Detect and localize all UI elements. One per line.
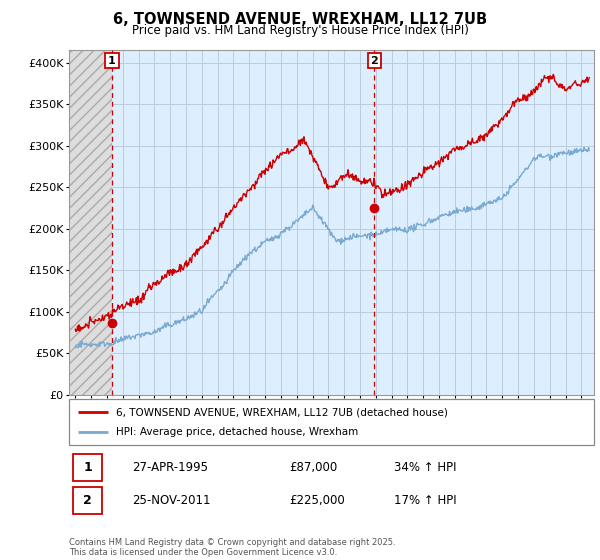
Text: 27-APR-1995: 27-APR-1995 [132,461,208,474]
Text: 25-NOV-2011: 25-NOV-2011 [132,494,211,507]
Text: 6, TOWNSEND AVENUE, WREXHAM, LL12 7UB: 6, TOWNSEND AVENUE, WREXHAM, LL12 7UB [113,12,487,27]
Text: £225,000: £225,000 [290,494,345,507]
Text: 2: 2 [370,55,378,66]
Text: 2: 2 [83,494,92,507]
FancyBboxPatch shape [73,487,102,514]
Text: 1: 1 [83,461,92,474]
Text: Contains HM Land Registry data © Crown copyright and database right 2025.
This d: Contains HM Land Registry data © Crown c… [69,538,395,557]
Text: 34% ↑ HPI: 34% ↑ HPI [395,461,457,474]
Text: Price paid vs. HM Land Registry's House Price Index (HPI): Price paid vs. HM Land Registry's House … [131,24,469,37]
FancyBboxPatch shape [73,454,102,481]
Bar [69,50,112,395]
Text: 6, TOWNSEND AVENUE, WREXHAM, LL12 7UB (detached house): 6, TOWNSEND AVENUE, WREXHAM, LL12 7UB (d… [116,407,448,417]
Text: HPI: Average price, detached house, Wrexham: HPI: Average price, detached house, Wrex… [116,427,359,437]
Text: 17% ↑ HPI: 17% ↑ HPI [395,494,457,507]
FancyBboxPatch shape [69,399,594,445]
Text: 1: 1 [108,55,116,66]
Text: £87,000: £87,000 [290,461,338,474]
